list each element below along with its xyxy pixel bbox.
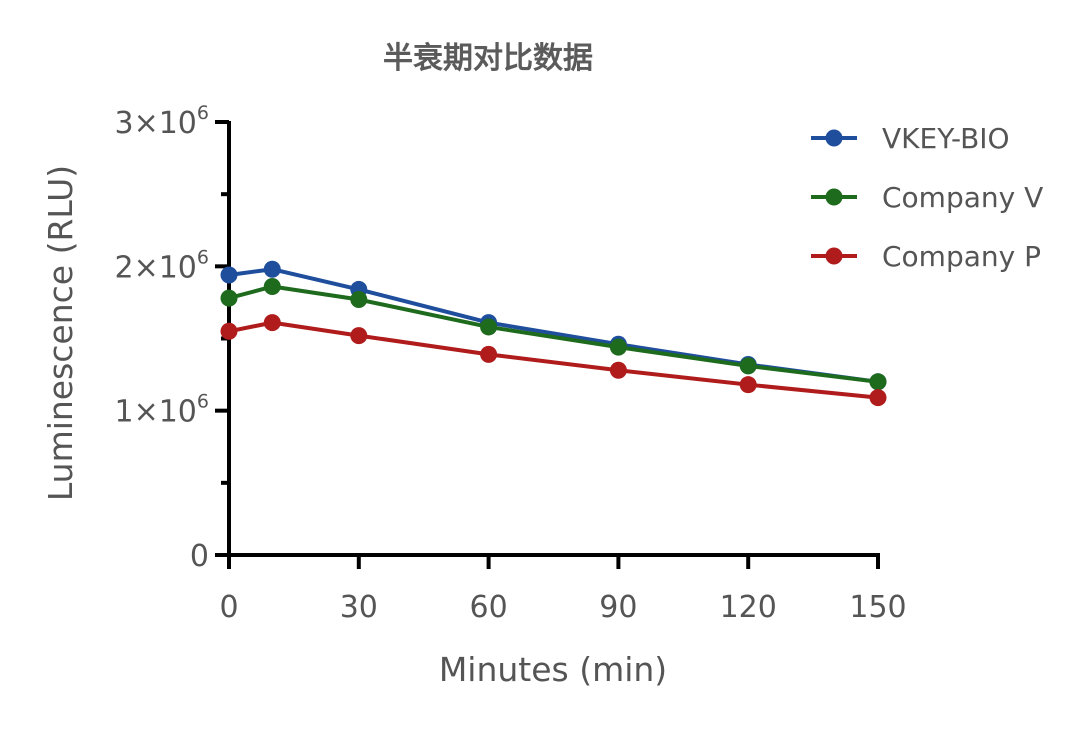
- y-tick-label: 0: [190, 539, 209, 574]
- series-company-p: [220, 314, 887, 407]
- x-tick-label: 60: [470, 590, 508, 625]
- y-tick-label: 1×106: [115, 391, 210, 430]
- series-lines: [220, 260, 887, 407]
- x-tick-label: 0: [219, 590, 238, 625]
- legend-label: Company V: [882, 181, 1043, 214]
- data-point: [739, 376, 757, 394]
- data-point: [869, 373, 887, 391]
- x-tick-label: 150: [849, 590, 906, 625]
- axes: 0 1×106 2×106 3×106 0 30 60 90 120 150: [115, 102, 907, 625]
- data-point: [263, 260, 281, 278]
- legend-item: Company P: [811, 240, 1041, 273]
- x-tick-label: 120: [720, 590, 777, 625]
- data-point: [350, 291, 368, 309]
- legend-swatch-marker: [825, 188, 843, 206]
- data-point: [263, 278, 281, 296]
- legend-item: VKEY-BIO: [811, 122, 1010, 155]
- legend-label: VKEY-BIO: [882, 122, 1010, 155]
- data-point: [869, 389, 887, 407]
- y-tick-label: 2×106: [115, 246, 210, 285]
- data-point: [350, 327, 368, 345]
- chart-title: 半衰期对比数据: [383, 41, 593, 76]
- data-point: [609, 361, 627, 379]
- legend-swatch-marker: [825, 247, 843, 265]
- data-point: [739, 357, 757, 375]
- y-tick-label: 3×106: [115, 102, 210, 141]
- data-point: [480, 345, 498, 363]
- x-tick-label: 90: [599, 590, 637, 625]
- legend: VKEY-BIO Company V Company P: [811, 122, 1043, 273]
- x-tick-label: 30: [340, 590, 378, 625]
- data-point: [220, 322, 238, 340]
- data-point: [609, 338, 627, 356]
- legend-label: Company P: [882, 240, 1041, 273]
- series-line: [228, 267, 879, 384]
- legend-swatch-marker: [825, 129, 843, 147]
- data-point: [263, 314, 281, 332]
- data-point: [480, 318, 498, 336]
- series-company-v: [220, 278, 887, 391]
- legend-item: Company V: [811, 181, 1043, 214]
- x-axis-title: Minutes (min): [439, 650, 667, 689]
- data-point: [220, 266, 238, 284]
- data-point: [220, 289, 238, 307]
- y-axis-title: Luminescence (RLU): [41, 165, 80, 501]
